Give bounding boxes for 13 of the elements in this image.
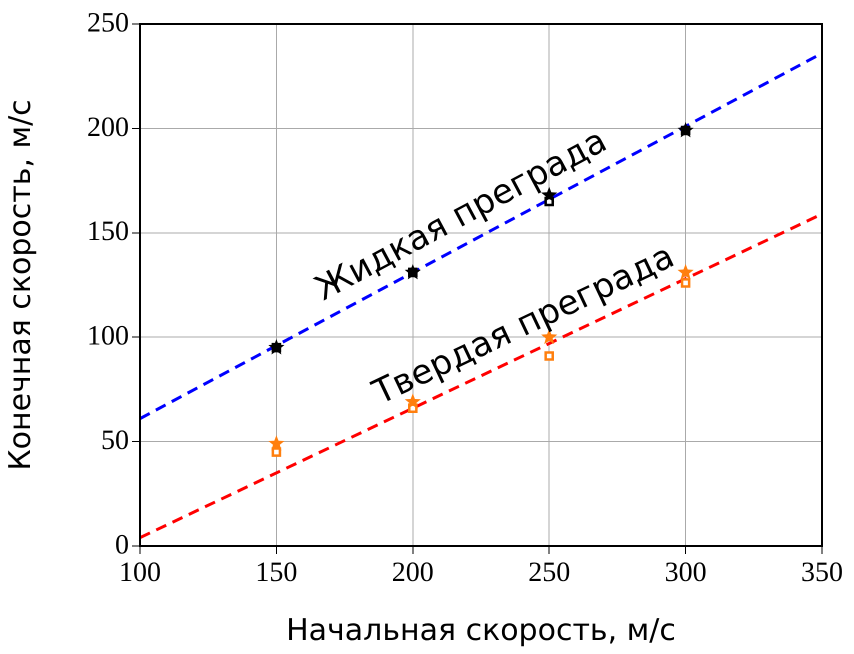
x-tick-label: 150 <box>255 557 298 588</box>
x-axis-title: Начальная скорость, м/с <box>286 612 676 648</box>
x-tick-label: 300 <box>664 557 707 588</box>
y-tick-label: 150 <box>87 216 129 248</box>
x-tick-label: 350 <box>801 557 843 588</box>
y-tick-label: 50 <box>101 424 129 456</box>
y-axis-title: Конечная скорость, м/с <box>2 99 38 471</box>
x-tick-label: 200 <box>392 557 434 588</box>
x-tick-label: 250 <box>528 557 570 588</box>
y-tick-label: 100 <box>87 320 129 352</box>
y-tick-label: 250 <box>87 7 129 38</box>
y-tick-label: 200 <box>87 112 129 143</box>
y-tick-label: 0 <box>115 529 129 560</box>
